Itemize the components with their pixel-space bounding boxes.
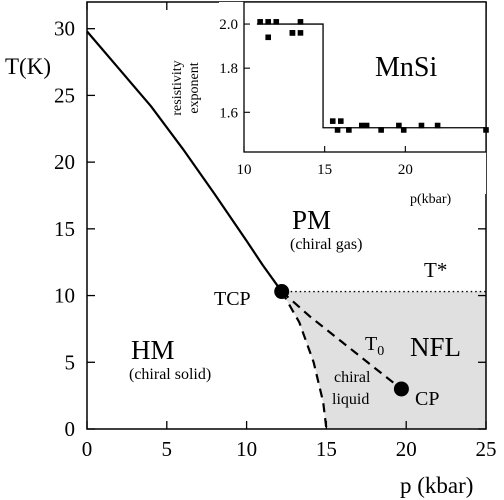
inset-data-point [338,118,344,124]
series-t0 [280,290,403,390]
inset-data-point [289,30,296,36]
inset-data-point [396,122,402,129]
x-axis-label: p (kbar) [400,473,473,498]
region-chiral-liquid-label-2: liquid [332,391,369,408]
region-pm-sublabel: (chiral gas) [290,236,362,253]
y-tick-label: 30 [54,17,75,41]
inset-data-point [434,122,441,129]
region-hm-label: HM [131,335,175,365]
y-tick-label: 5 [65,350,76,374]
nfl-shaded-region [281,291,486,429]
inset-data-point [329,118,336,124]
inset-data-point [334,127,341,133]
inset-data-point [297,30,304,36]
region-hm-sublabel: (chiral solid) [129,366,211,383]
inset-x-tick-label: 20 [398,162,413,178]
x-tick-label: 15 [316,437,337,461]
region-nfl-label: NFL [410,332,461,362]
main-curves [86,30,486,430]
cp-point [393,381,409,397]
inset-data-point [297,19,304,25]
x-tick-label: 10 [236,437,257,461]
x-tick-label: 20 [396,437,417,461]
y-tick-label: 25 [54,83,75,107]
inset-x-axis-label: p(kbar) [410,192,452,207]
inset-data-point [265,19,271,25]
y-tick-label: 20 [54,150,75,174]
region-chiral-liquid-label: chiral [334,369,371,386]
region-pm-label: PM [292,205,331,235]
inset-data-point [273,19,280,25]
inset-data-point [483,127,489,133]
inset-data-point [363,122,370,129]
main-axis-ticks: 0 5 10 15 20 25 0 5 10 15 20 25 30 [54,2,497,461]
y-axis-label: T(K) [5,54,51,79]
inset-title: MnSi [375,52,437,83]
y-tick-label: 0 [65,417,76,441]
inset-data-point [378,127,384,133]
inset-y-axis-label-line1: resistivity [170,60,185,115]
tcp-label: TCP [214,288,251,310]
inset-curves [256,19,489,133]
inset-data-point [418,122,425,129]
inset-x-tick-label: 15 [317,162,332,178]
inset-axis-ticks: 10 15 20 1.6 1.8 2.0 [219,17,413,178]
y-tick-label: 15 [54,217,75,241]
inset-y-axis-label-line2: exponent [187,62,202,113]
cp-label: CP [415,388,439,410]
x-tick-label: 5 [162,437,173,461]
inset-background [219,2,486,194]
x-tick-label: 25 [476,437,497,461]
inset-y-tick-label: 1.8 [219,61,238,77]
inset-plot-frame [243,1,487,153]
inset-y-tick-label: 2.0 [219,17,238,33]
tcp-point [274,284,290,300]
inset-data-point [400,127,407,133]
inset-x-tick-label: 10 [237,162,252,178]
inset-data-point [265,34,271,41]
inset-data-point [257,19,263,25]
series-first-order-boundary [280,291,328,430]
tstar-label: T* [424,258,447,282]
t0-label: T0 [365,333,384,359]
x-tick-label: 0 [82,437,93,461]
inset-data-point [346,127,352,133]
y-tick-label: 10 [54,284,75,308]
inset-y-tick-label: 1.6 [219,105,238,121]
inset-data-point [358,122,365,129]
series-tc-line [86,30,283,293]
